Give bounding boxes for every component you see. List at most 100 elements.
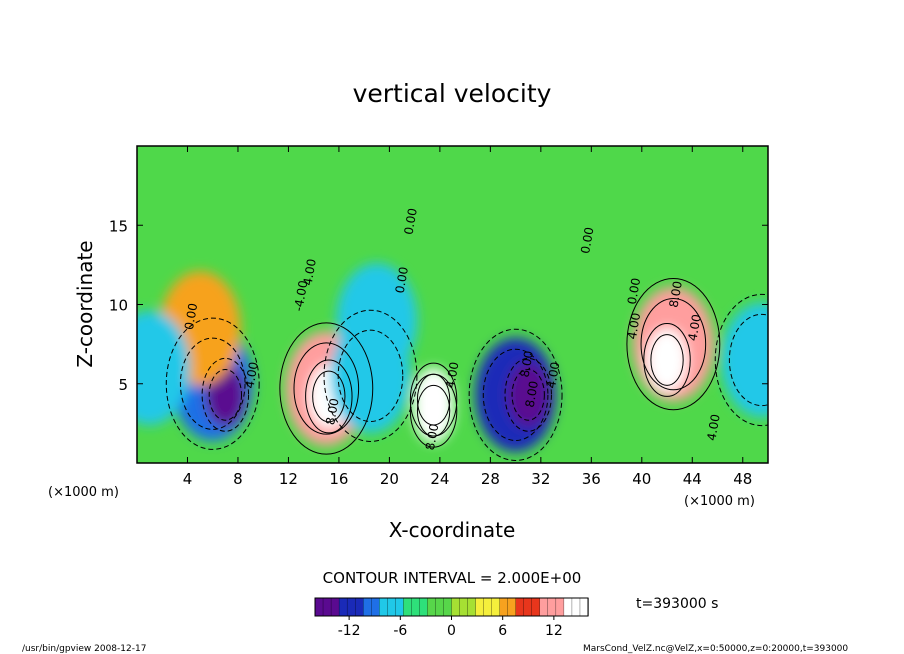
colorbar-tick-label: 12	[545, 623, 563, 639]
contour-label: 4.00	[625, 312, 643, 341]
contour-line	[626, 278, 721, 411]
contour-label: 0.00	[182, 302, 200, 331]
contour-label: 0.00	[625, 277, 643, 306]
colorbar-segment	[507, 597, 517, 617]
contour-line	[279, 322, 374, 455]
y-tick-label: 10	[109, 297, 128, 315]
contour-label: 0.00	[578, 226, 596, 255]
x-tick-label: 12	[279, 470, 298, 488]
x-tick-label: 20	[380, 470, 399, 488]
colorbar-tick-label: -12	[338, 623, 361, 639]
x-unit-right: (×1000 m)	[684, 494, 755, 509]
colorbar-ticks: -12 -6 0 6 12	[338, 616, 563, 639]
colorbar-segment	[395, 597, 404, 617]
x-tick-label: 40	[632, 470, 651, 488]
x-tick-label: 16	[329, 470, 348, 488]
colorbar-segment	[563, 597, 573, 617]
colorbar-segment	[443, 597, 453, 617]
colorbar-tick-label: 6	[498, 623, 507, 639]
colorbar-segment	[579, 597, 589, 617]
contour-line	[179, 337, 246, 430]
colorbar-segment	[499, 597, 509, 617]
contour-line	[643, 323, 691, 397]
contour-line	[650, 334, 684, 386]
colorbar-segment	[322, 597, 332, 617]
contour-line	[714, 293, 768, 427]
colorbar-segment	[330, 597, 340, 617]
heatmap-cells	[137, 263, 768, 452]
colorbar-segment	[338, 597, 348, 617]
contour-line	[337, 329, 404, 422]
x-tick-label: 32	[531, 470, 550, 488]
colorbar-segment	[547, 597, 557, 617]
contour-line	[293, 342, 360, 435]
colorbar-segment	[387, 597, 396, 617]
heatmap-cell	[137, 310, 190, 425]
y-axis-ticks: 5 10 15	[109, 217, 768, 394]
colorbar-segment	[419, 597, 429, 617]
colorbar-segment	[427, 597, 437, 617]
heatmap-cell	[721, 302, 768, 418]
colorbar-segment	[371, 597, 380, 617]
colorbar-segment	[451, 597, 461, 617]
contour-label: 8.00	[323, 397, 341, 426]
contour-label: 0.00	[393, 266, 411, 295]
plot-area: 0.00 4.00 8.00 -4.00 4.00 0.00 4.00 8.00 0.00 4.0…	[137, 146, 768, 463]
chart-title: vertical velocity	[353, 79, 552, 108]
contour-label: 4.00	[685, 313, 703, 342]
x-tick-label: 48	[733, 470, 752, 488]
colorbar-segment	[483, 597, 493, 617]
contour-label: 4.00	[704, 413, 722, 442]
x-unit-left: (×1000 m)	[48, 485, 119, 500]
contour-line	[728, 313, 768, 407]
colorbar-segment	[346, 597, 356, 617]
colorbar-segment	[354, 597, 364, 617]
contour-label: -4.00	[291, 279, 310, 312]
contour-label: 0.00	[401, 207, 419, 236]
x-tick-label: 8	[233, 470, 243, 488]
colorbar-segment	[539, 597, 549, 617]
contour-label: 4.00	[443, 361, 461, 390]
colorbar-segment	[571, 597, 581, 617]
contour-line	[323, 309, 418, 442]
colorbar-segment	[459, 597, 469, 617]
x-tick-label: 4	[183, 470, 193, 488]
contour-line	[640, 297, 707, 391]
x-tick-label: 28	[481, 470, 500, 488]
contour-line	[482, 348, 549, 441]
colorbar-segment	[515, 597, 525, 617]
colorbar-tick-label: -6	[393, 623, 407, 639]
colorbar-segment	[491, 597, 501, 617]
y-tick-label: 15	[109, 217, 128, 235]
contour-line	[305, 359, 353, 434]
contour-label: 8.00	[518, 350, 536, 379]
y-axis-label: Z-coordinate	[73, 240, 97, 367]
contour-line	[312, 370, 346, 423]
colorbar-segment	[555, 597, 565, 617]
heatmap-cell	[413, 378, 454, 443]
contour-lines	[165, 278, 768, 461]
colorbar-segment	[475, 597, 485, 617]
contour-line	[208, 368, 242, 421]
footer-left: /usr/bin/gpview 2008-12-17	[22, 644, 146, 654]
x-tick-label: 36	[582, 470, 601, 488]
contour-line	[416, 384, 451, 437]
colorbar-segment	[411, 597, 421, 617]
contour-line	[504, 357, 552, 432]
contour-line	[165, 317, 260, 450]
time-label: t=393000 s	[636, 596, 718, 612]
heatmap-cell	[646, 328, 688, 392]
contour-line	[201, 357, 250, 432]
colorbar-tick-label: 0	[447, 623, 456, 639]
contour-line	[409, 373, 458, 448]
contour-line	[511, 368, 545, 421]
colorbar-segment	[314, 597, 324, 617]
contour-label: 8.00	[523, 380, 541, 409]
x-tick-label: 44	[683, 470, 702, 488]
colorbar	[314, 597, 589, 617]
colorbar-segment	[403, 597, 413, 617]
colorbar-segment	[531, 597, 541, 617]
contour-interval: CONTOUR INTERVAL = 2.000E+00	[323, 569, 582, 587]
x-tick-label: 24	[430, 470, 449, 488]
